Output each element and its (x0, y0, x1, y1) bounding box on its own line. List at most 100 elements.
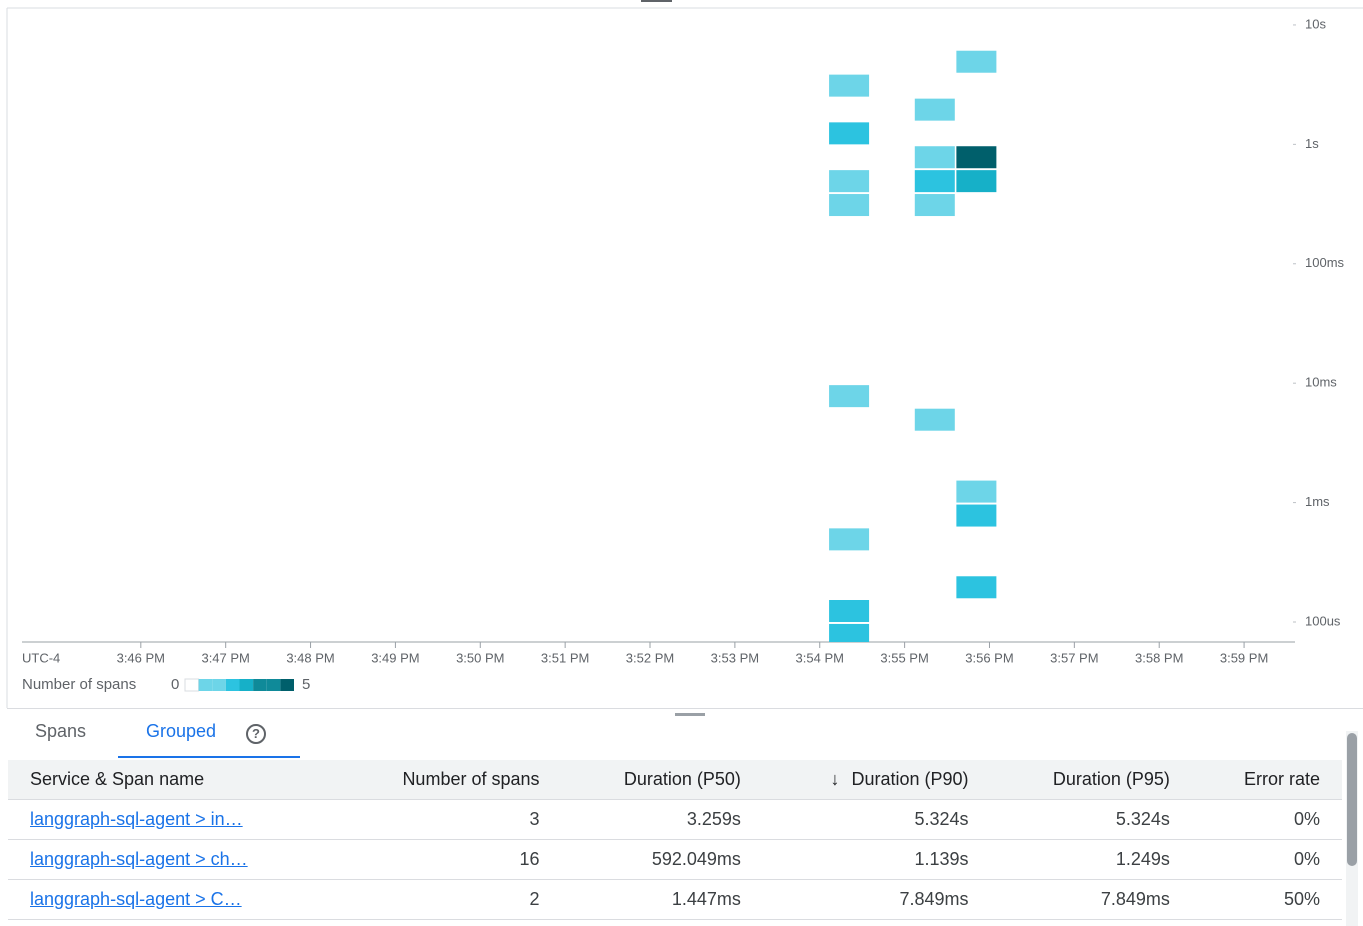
table-cell: 50% (1191, 879, 1342, 920)
heatmap-cell (914, 98, 955, 121)
x-tick-label: 3:59 PM (1220, 650, 1268, 665)
cell-text: 16 (519, 849, 540, 869)
heatmap-cell (956, 146, 997, 169)
column-header[interactable]: Service & Span name (8, 760, 336, 800)
cell-text: 1.447ms (671, 889, 741, 909)
span-link[interactable]: langgraph-sql-agent > C… (30, 889, 242, 909)
legend-min: 0 (171, 676, 179, 693)
scrollbar (1346, 731, 1358, 926)
legend-swatch (225, 679, 240, 691)
drag-handle[interactable] (641, 0, 672, 2)
heatmap-cell (914, 194, 955, 217)
heatmap-cell (914, 170, 955, 193)
cell-text: 592.049ms (651, 849, 741, 869)
heatmap-cell (829, 385, 870, 408)
tab[interactable]: Grouped (146, 721, 217, 741)
heatmap-cell (956, 504, 997, 527)
x-tick-label: 3:51 PM (541, 650, 589, 665)
column-header-text: Error rate (1243, 769, 1320, 789)
heatmap-cell (956, 170, 997, 193)
span-link[interactable]: langgraph-sql-agent > ch… (30, 849, 248, 869)
column-header[interactable]: Error rate (1191, 760, 1342, 800)
y-tick-label: 10s (1305, 16, 1326, 31)
table-cell: 0% (1191, 839, 1342, 880)
chart: UTC-4 Number of spans 0 5 3:46 PM 3:47 PM… (6, 0, 1363, 708)
y-tick-label: 1s (1305, 136, 1319, 151)
cell-text: 5.324s (1115, 809, 1170, 829)
column-header[interactable]: Duration (P50) (561, 760, 763, 800)
legend-swatch (212, 679, 226, 691)
legend-swatch (239, 679, 254, 691)
legend-swatch (253, 679, 267, 691)
x-tick-label: 3:46 PM (117, 650, 165, 665)
table-cell: 592.049ms (561, 839, 763, 880)
heatmap-cell (829, 623, 870, 642)
heatmap-cell (829, 170, 870, 193)
heatmap-cell (956, 576, 997, 599)
x-tick-label: 3:58 PM (1135, 650, 1183, 665)
x-tick-label: 3:54 PM (796, 650, 844, 665)
x-tick-label: 3:48 PM (286, 650, 334, 665)
span-link[interactable]: langgraph-sql-agent > in… (30, 809, 243, 829)
grouped-table: Service & Span name Number of spans Durati… (8, 760, 1342, 920)
table-cell: 7.849ms (762, 879, 991, 920)
cell-text: 5.324s (914, 809, 969, 829)
x-tick-label: 3:52 PM (626, 650, 674, 665)
table-cell: 16 (335, 839, 562, 880)
legend-label: Number of spans (22, 676, 136, 693)
x-tick-label: 3:47 PM (201, 650, 249, 665)
column-header[interactable]: Number of spans (335, 760, 562, 800)
table-cell: langgraph-sql-agent > in… (8, 799, 336, 840)
table-cell: 2 (335, 879, 562, 920)
sort-arrow: ↓ (830, 769, 840, 789)
resize-handle[interactable] (675, 713, 705, 716)
cell-text: 3.259s (686, 809, 741, 829)
cell-text: 7.849ms (1100, 889, 1170, 909)
column-header-text: Duration (P95) (1052, 769, 1170, 789)
table-row: langgraph-sql-agent > ch… 16 592.049ms 1.13… (8, 839, 1342, 880)
legend-swatch (184, 678, 200, 692)
heatmap-cell (914, 408, 955, 431)
table-row: langgraph-sql-agent > C… 2 1.447ms 7.849ms 7… (8, 879, 1342, 920)
column-header[interactable]: Duration (P95) (990, 760, 1192, 800)
y-tick-label: 100ms (1305, 255, 1345, 270)
table-row: langgraph-sql-agent > in… 3 3.259s 5.324s 5.… (8, 799, 1342, 840)
cell-text: 3 (529, 809, 540, 829)
table-cell: langgraph-sql-agent > C… (8, 879, 336, 920)
table-cell: langgraph-sql-agent > ch… (8, 839, 336, 880)
timezone: UTC-4 (22, 650, 60, 665)
cell-text: 2 (529, 889, 540, 909)
heatmap-cell (829, 528, 870, 551)
legend-swatch (280, 679, 294, 691)
table-cell: 0% (1191, 799, 1342, 840)
heatmap-cell (829, 194, 870, 217)
help-icon[interactable]: ? (246, 724, 266, 744)
column-header[interactable]: ↓ Duration (P90) (762, 760, 991, 800)
table-cell: 3 (335, 799, 562, 840)
table-cell: 5.324s (762, 799, 991, 840)
x-tick-label: 3:55 PM (880, 650, 928, 665)
legend-swatch (198, 679, 213, 691)
table-cell: 3.259s (561, 799, 763, 840)
cell-text: 7.849ms (899, 889, 969, 909)
x-tick-label: 3:56 PM (965, 650, 1013, 665)
x-tick-label: 3:50 PM (456, 650, 504, 665)
tab[interactable]: Spans (35, 721, 87, 741)
cell-text: 50% (1283, 889, 1320, 909)
scrollbar-thumb[interactable] (1347, 733, 1357, 866)
table-cell: 1.249s (990, 839, 1192, 880)
heatmap-cell (829, 122, 870, 145)
cell-text: 0% (1293, 849, 1320, 869)
table-cell: 1.447ms (561, 879, 763, 920)
column-header-text: Service & Span name (30, 769, 205, 789)
column-header-text: Number of spans (402, 769, 540, 789)
y-tick-label: 10ms (1305, 375, 1337, 390)
column-header-text: Duration (P50) (623, 769, 741, 789)
cell-text: 0% (1293, 809, 1320, 829)
table-panel: Spans Grouped ? Service & Span name Numbe… (7, 708, 1363, 926)
column-header-text: Duration (P90) (851, 769, 969, 789)
heatmap-cell (829, 74, 870, 97)
table-cell: 5.324s (990, 799, 1192, 840)
heatmap-cell (829, 599, 870, 622)
legend-swatch (266, 679, 281, 691)
